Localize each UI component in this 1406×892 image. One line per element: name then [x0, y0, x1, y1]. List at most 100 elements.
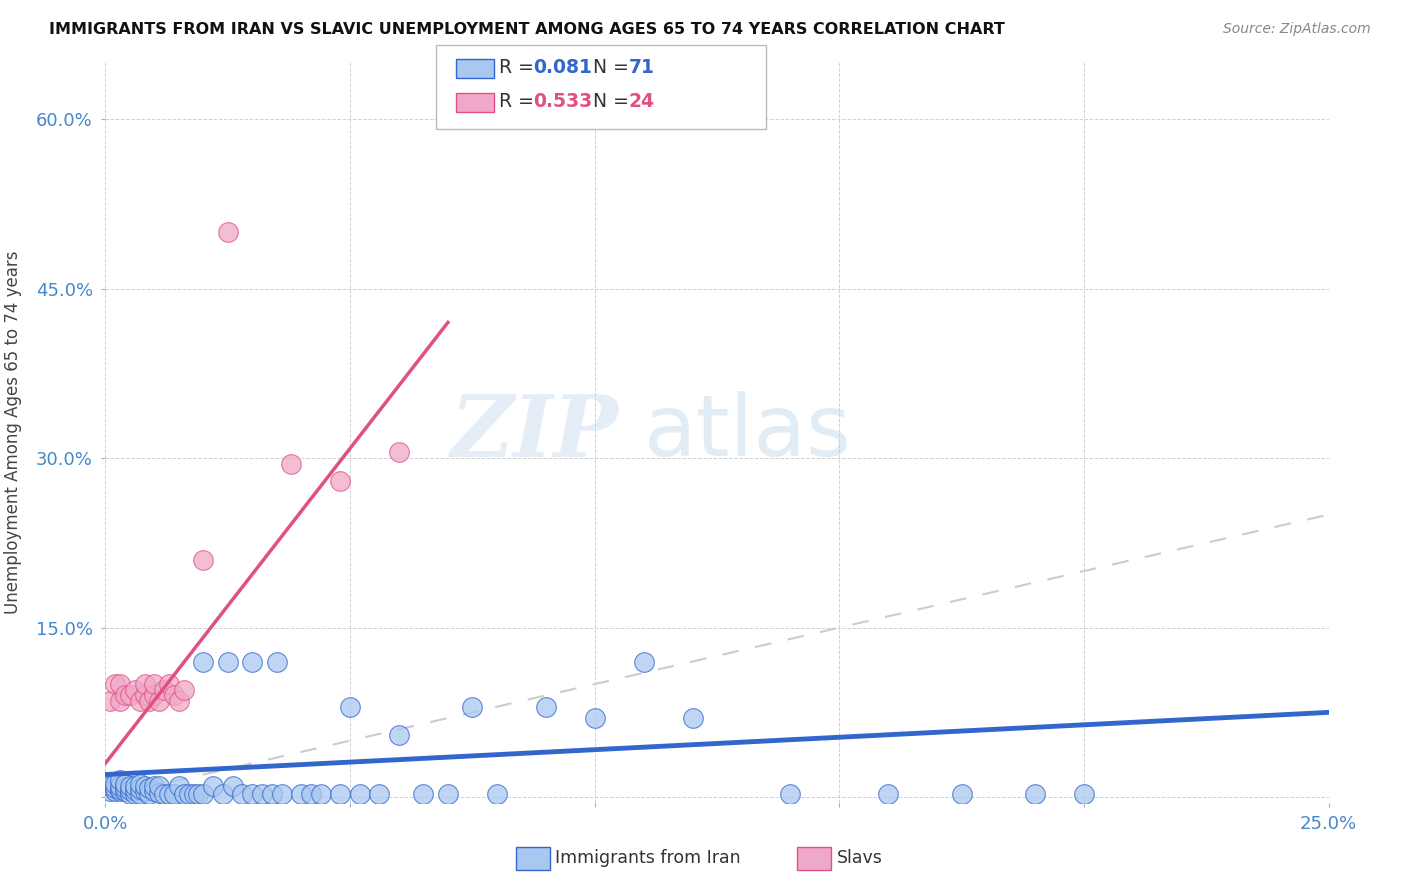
Point	[260, 787, 283, 801]
Point	[134, 779, 156, 793]
Point	[138, 694, 160, 708]
Point	[108, 773, 131, 788]
Point	[193, 787, 215, 801]
Point	[534, 699, 557, 714]
Point	[157, 787, 180, 801]
Text: R =: R =	[499, 58, 540, 78]
Point	[108, 784, 131, 798]
Point	[163, 787, 186, 801]
Text: 0.533: 0.533	[533, 92, 592, 112]
Point	[114, 784, 136, 798]
Point	[193, 553, 215, 567]
Point	[309, 787, 332, 801]
Point	[1024, 787, 1046, 801]
Point	[134, 784, 156, 798]
Point	[177, 787, 200, 801]
Point	[153, 682, 176, 697]
Point	[329, 787, 352, 801]
Point	[128, 776, 150, 790]
Point	[633, 655, 655, 669]
Point	[212, 787, 235, 801]
Text: 0.081: 0.081	[533, 58, 592, 78]
Point	[339, 699, 361, 714]
Text: 71: 71	[628, 58, 654, 78]
Point	[124, 779, 146, 793]
Text: 24: 24	[628, 92, 654, 112]
Text: Immigrants from Iran: Immigrants from Iran	[555, 849, 741, 867]
Point	[98, 784, 121, 798]
Point	[388, 445, 411, 459]
Text: ZIP: ZIP	[451, 391, 619, 475]
Point	[187, 787, 209, 801]
Point	[368, 787, 391, 801]
Point	[143, 784, 166, 798]
Point	[118, 787, 141, 801]
Point	[114, 776, 136, 790]
Point	[134, 677, 156, 691]
Point	[682, 711, 704, 725]
Point	[299, 787, 322, 801]
Point	[202, 779, 225, 793]
Point	[148, 786, 170, 800]
Point	[104, 776, 127, 790]
Point	[412, 787, 434, 801]
Point	[280, 457, 302, 471]
Text: N =: N =	[581, 58, 634, 78]
Point	[143, 677, 166, 691]
Point	[485, 787, 508, 801]
Point	[173, 787, 195, 801]
Point	[329, 474, 352, 488]
Point	[104, 781, 127, 796]
Point	[270, 787, 292, 801]
Point	[108, 677, 131, 691]
Point	[266, 655, 288, 669]
Point	[104, 677, 127, 691]
Point	[163, 689, 186, 703]
Point	[173, 682, 195, 697]
Point	[124, 682, 146, 697]
Point	[118, 783, 141, 797]
Point	[143, 779, 166, 793]
Point	[114, 689, 136, 703]
Point	[124, 783, 146, 797]
Point	[250, 787, 273, 801]
Point	[118, 689, 141, 703]
Point	[148, 779, 170, 793]
Point	[231, 787, 253, 801]
Text: R =: R =	[499, 92, 540, 112]
Y-axis label: Unemployment Among Ages 65 to 74 years: Unemployment Among Ages 65 to 74 years	[4, 251, 22, 615]
Point	[124, 787, 146, 801]
Point	[877, 787, 900, 801]
Point	[167, 779, 190, 793]
Point	[148, 694, 170, 708]
Point	[138, 781, 160, 796]
Text: atlas: atlas	[644, 391, 852, 475]
Point	[240, 787, 263, 801]
Point	[108, 694, 131, 708]
Point	[290, 787, 312, 801]
Point	[583, 711, 606, 725]
Point	[388, 728, 411, 742]
Point	[461, 699, 484, 714]
Point	[104, 784, 127, 798]
Point	[98, 779, 121, 793]
Point	[98, 694, 121, 708]
Point	[128, 782, 150, 797]
Point	[143, 689, 166, 703]
Point	[437, 787, 460, 801]
Point	[217, 225, 239, 239]
Text: Source: ZipAtlas.com: Source: ZipAtlas.com	[1223, 22, 1371, 37]
Point	[183, 787, 205, 801]
Text: IMMIGRANTS FROM IRAN VS SLAVIC UNEMPLOYMENT AMONG AGES 65 TO 74 YEARS CORRELATIO: IMMIGRANTS FROM IRAN VS SLAVIC UNEMPLOYM…	[49, 22, 1005, 37]
Point	[128, 787, 150, 801]
Point	[108, 782, 131, 797]
Point	[118, 779, 141, 793]
Point	[221, 779, 243, 793]
Point	[153, 787, 176, 801]
Text: Slavs: Slavs	[837, 849, 883, 867]
Point	[134, 689, 156, 703]
Point	[217, 655, 239, 669]
Point	[108, 779, 131, 793]
Point	[240, 655, 263, 669]
Point	[193, 655, 215, 669]
